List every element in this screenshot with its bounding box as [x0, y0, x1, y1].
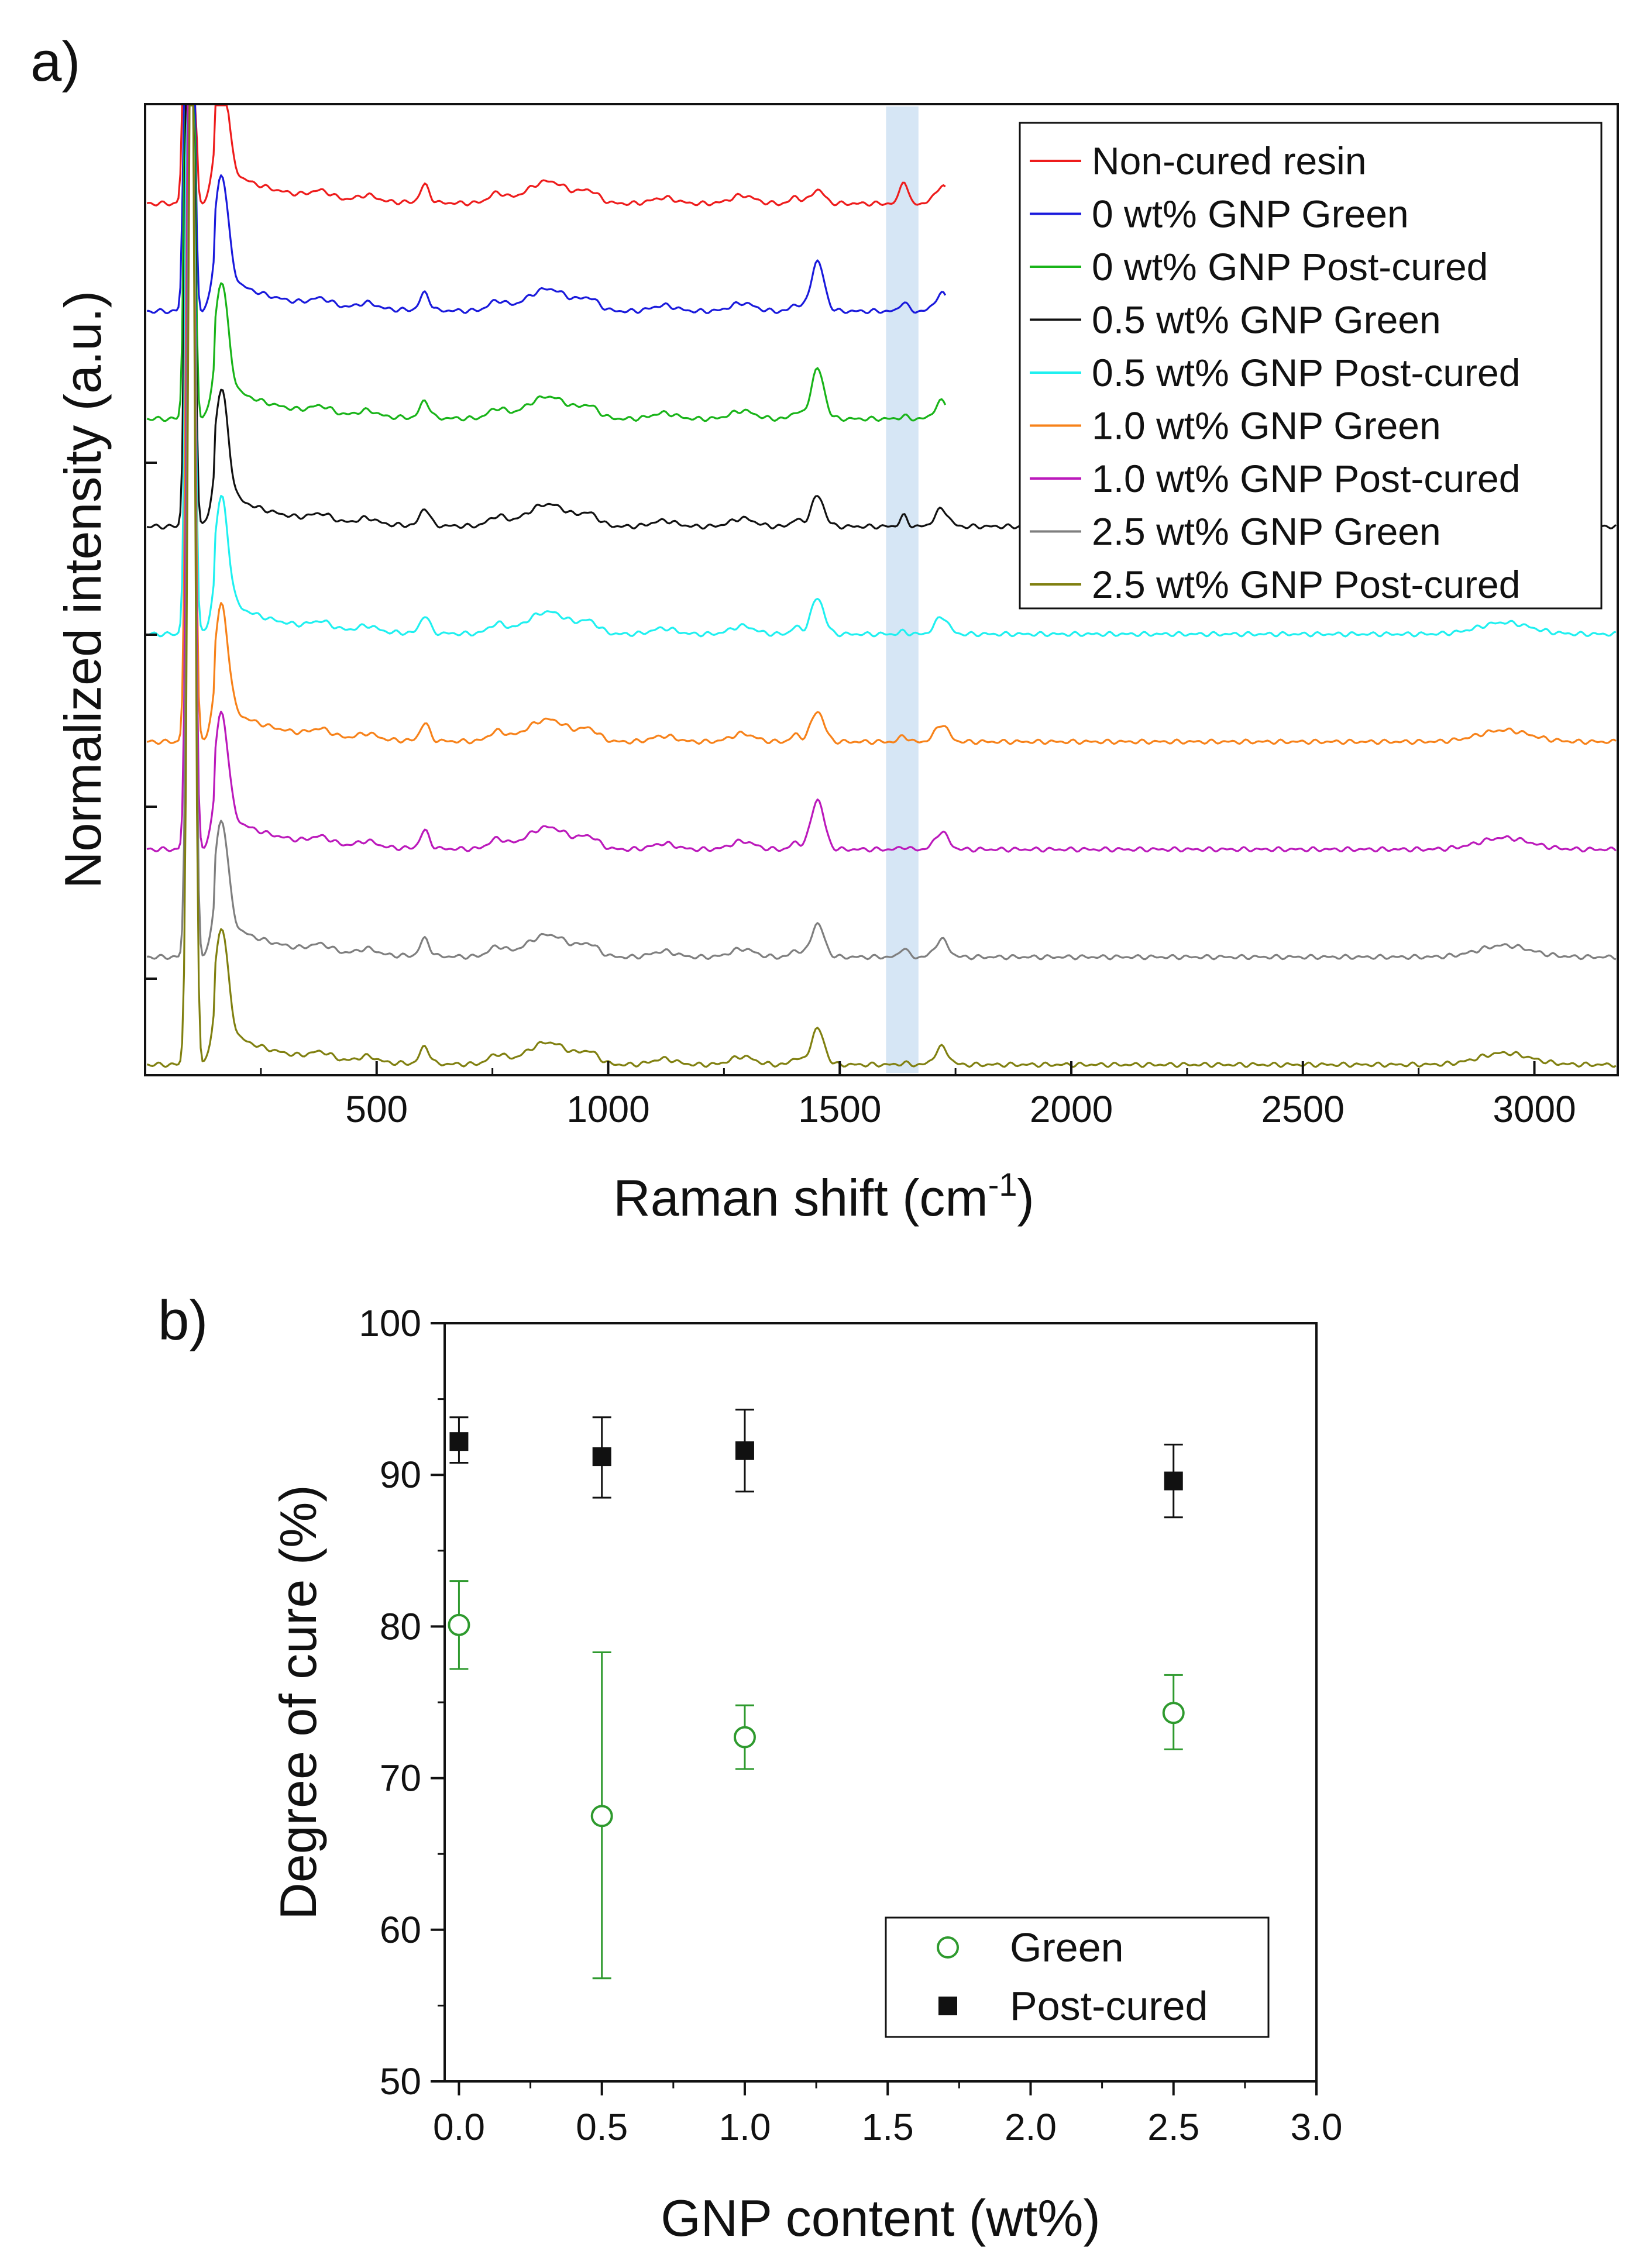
- panel-a-legend-label: 2.5 wt% GNP Post-cured: [1092, 563, 1520, 606]
- panel-b-y-tick-label: 50: [380, 2060, 421, 2102]
- spectrum-line: [147, 104, 1617, 638]
- green-data-point: [733, 1726, 756, 1749]
- panel-b-x-tick-label: 2.0: [1005, 2106, 1057, 2148]
- spectrum-line: [146, 104, 1617, 853]
- panel-a-legend-label: Non-cured resin: [1092, 139, 1367, 183]
- panel-b-legend: Green Post-cured: [885, 1916, 1270, 2038]
- post-cured-data-point: [1164, 1471, 1183, 1491]
- spectrum-line: [147, 104, 947, 315]
- panel-a-legend-label: 1.0 wt% GNP Post-cured: [1092, 457, 1520, 500]
- panel-b-x-tick-label: 2.5: [1147, 2106, 1199, 2148]
- panel-b-x-tick-label: 1.0: [718, 2106, 771, 2148]
- panel-b-y-ticks: 50 60 70 80 90 100: [359, 1302, 445, 2102]
- panel-b-y-tick-label: 90: [380, 1454, 421, 1496]
- panel-b-degree-of-cure: b) 0.0 0.5 1.0 1.5 2.0 2.5 3.0 50 60 70 80 90 100 G…: [158, 1289, 1342, 2247]
- panel-a-x-tick-label: 3000: [1493, 1088, 1576, 1130]
- panel-b-legend-marker-green: [937, 1936, 959, 1959]
- post-cured-data-point: [449, 1432, 469, 1451]
- panel-a-legend-label: 0.5 wt% GNP Post-cured: [1092, 351, 1520, 394]
- panel-a-plot-frame: [144, 103, 1619, 1076]
- panel-b-label: b): [158, 1289, 208, 1352]
- panel-a-legend-label: 0 wt% GNP Green: [1092, 192, 1409, 236]
- post-cured-data-point: [592, 1447, 611, 1467]
- panel-b-x-tick-label: 3.0: [1291, 2106, 1343, 2148]
- panel-b-legend-label: Post-cured: [1010, 1983, 1208, 2029]
- panel-a-legend-box: [1019, 122, 1603, 610]
- spectrum-line: [146, 104, 1617, 1068]
- spectrum-line: [147, 104, 1617, 961]
- panel-a-x-ticks: 500 1000 1500 2000 2500 3000: [260, 1061, 1576, 1130]
- panel-b-x-tick-label: 1.5: [862, 2106, 914, 2148]
- panel-a-x-axis-title: Raman shift (cm-1): [613, 1166, 1034, 1227]
- panel-a-legend-label: 2.5 wt% GNP Green: [1092, 510, 1441, 553]
- panel-a-x-tick-label: 1000: [566, 1088, 649, 1130]
- panel-a-x-tick-label: 1500: [798, 1088, 881, 1130]
- highlight-band-rect: [886, 106, 919, 1073]
- panel-a-legend: Non-cured resin 0 wt% GNP Green 0 wt% GNP …: [1019, 122, 1603, 610]
- panel-a-legend-label: 0 wt% GNP Post-cured: [1092, 245, 1488, 288]
- panel-a-y-ticks: [145, 462, 157, 980]
- green-data-point: [1162, 1702, 1185, 1725]
- panel-a-x-tick-label: 2000: [1030, 1088, 1113, 1130]
- post-cured-data-point: [735, 1441, 754, 1460]
- spectrum-line: [146, 104, 946, 207]
- panel-a-label: a): [30, 30, 80, 93]
- panel-a-raman-spectra: a) 500 1000 1500 2000 2500 3000 Raman shift (…: [30, 30, 1619, 1227]
- panel-b-y-axis-title: Degree of cure (%): [269, 1485, 327, 1919]
- panel-a-legend-label: 0.5 wt% GNP Green: [1092, 298, 1441, 342]
- green-data-point: [448, 1613, 470, 1636]
- panel-b-legend-label: Green: [1010, 1925, 1124, 1970]
- panel-b-y-tick-label: 60: [380, 1909, 421, 1951]
- panel-b-y-tick-label: 80: [380, 1605, 421, 1647]
- panel-b-x-axis-title: GNP content (wt%): [661, 2189, 1101, 2247]
- green-data-point: [590, 1805, 613, 1828]
- spectrum-line: [146, 104, 1617, 745]
- panel-a-legend-label: 1.0 wt% GNP Green: [1092, 404, 1441, 448]
- panel-b-x-tick-label: 0.0: [433, 2106, 485, 2148]
- panel-b-legend-marker-post-cured: [938, 1997, 957, 2015]
- spectrum-line: [146, 104, 947, 422]
- panel-a-x-tick-label: 500: [345, 1088, 408, 1130]
- highlight-band-1640: [886, 106, 919, 1073]
- panel-a-y-axis-title: Normalized intensity (a.u.): [54, 291, 112, 889]
- panel-a-x-tick-label: 2500: [1261, 1088, 1345, 1130]
- panel-b-x-ticks: 0.0 0.5 1.0 1.5 2.0 2.5 3.0: [433, 2081, 1343, 2148]
- panel-b-y-tick-label: 70: [380, 1757, 421, 1799]
- panel-b-y-tick-label: 100: [359, 1302, 421, 1344]
- spectra-curves: [146, 104, 1617, 1068]
- panel-b-data-points: [448, 1409, 1185, 1980]
- panel-b-x-tick-label: 0.5: [576, 2106, 628, 2148]
